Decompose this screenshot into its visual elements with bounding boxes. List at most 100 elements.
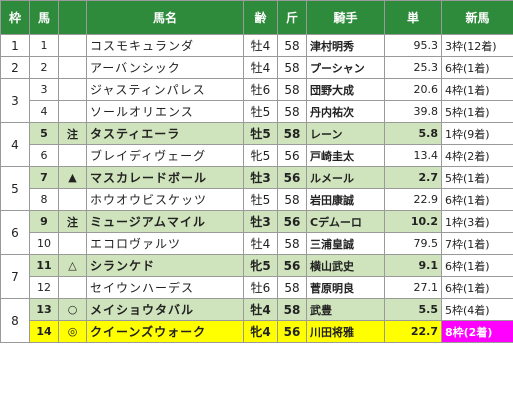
horse-name: ホウオウビスケッツ bbox=[86, 188, 244, 211]
win-odds: 25.3 bbox=[384, 56, 442, 79]
header-jockey: 騎手 bbox=[306, 0, 385, 35]
jockey-name: 団野大成 bbox=[306, 78, 385, 101]
debut-result: 8枠(2着) bbox=[441, 320, 513, 343]
weight-kinryo: 58 bbox=[277, 56, 307, 79]
sex-age: 牡6 bbox=[243, 276, 278, 299]
horse-row: 7 11 △ シランケド 牝5 56 横山武史 9.1 6枠(1着) bbox=[0, 254, 513, 299]
horse-row: 1 1 コスモキュランダ 牡4 58 津村明秀 95.3 3枠(12着) bbox=[0, 34, 513, 57]
horse-number: 1 bbox=[29, 34, 59, 57]
weight-kinryo: 58 bbox=[277, 100, 307, 123]
debut-result: 3枠(12着) bbox=[441, 34, 513, 57]
debut-result: 6枠(1着) bbox=[441, 188, 513, 211]
jockey-name: 菅原明良 bbox=[306, 276, 385, 299]
debut-result: 5枠(4着) bbox=[441, 298, 513, 321]
horse-row: 8 ホウオウビスケッツ 牡5 58 岩田康誠 22.9 6枠(1着) bbox=[1, 188, 513, 211]
sex-age: 牡6 bbox=[243, 78, 278, 101]
horse-number: 6 bbox=[29, 144, 59, 167]
sex-age: 牡4 bbox=[243, 34, 278, 57]
weight-kinryo: 56 bbox=[277, 144, 307, 167]
header-mark bbox=[58, 0, 87, 35]
win-odds: 79.5 bbox=[384, 232, 442, 255]
jockey-name: 川田将雅 bbox=[306, 320, 385, 343]
horse-name: マスカレードボール bbox=[86, 166, 244, 189]
win-odds: 13.4 bbox=[384, 144, 442, 167]
header-umaban: 馬 bbox=[29, 0, 59, 35]
weight-kinryo: 56 bbox=[277, 210, 307, 233]
horse-number: 8 bbox=[29, 188, 59, 211]
jockey-name: Cデムーロ bbox=[306, 210, 385, 233]
debut-result: 7枠(1着) bbox=[441, 232, 513, 255]
debut-result: 1枠(9着) bbox=[441, 122, 513, 145]
waku-cell: 6 bbox=[0, 210, 30, 255]
debut-result: 5枠(1着) bbox=[441, 100, 513, 123]
sex-age: 牡4 bbox=[243, 56, 278, 79]
prediction-mark bbox=[58, 232, 87, 255]
horse-number: 10 bbox=[29, 232, 59, 255]
header-age: 齢 bbox=[243, 0, 278, 35]
waku-cell: 1 bbox=[0, 34, 30, 57]
win-odds: 5.8 bbox=[384, 122, 442, 145]
sex-age: 牝5 bbox=[243, 254, 278, 277]
sex-age: 牡3 bbox=[243, 166, 278, 189]
horse-name: コスモキュランダ bbox=[86, 34, 244, 57]
horse-name: アーバンシック bbox=[86, 56, 244, 79]
jockey-name: 三浦皇誠 bbox=[306, 232, 385, 255]
header-shinba: 新馬 bbox=[441, 0, 513, 35]
horse-row: 14 ◎ クイーンズウォーク 牝4 56 川田将雅 22.7 8枠(2着) bbox=[1, 320, 513, 343]
weight-kinryo: 58 bbox=[277, 276, 307, 299]
horse-name: シランケド bbox=[86, 254, 244, 277]
weight-kinryo: 58 bbox=[277, 122, 307, 145]
header-row: 枠 馬 馬名 齢 斤 騎手 単 新馬 bbox=[0, 0, 513, 35]
win-odds: 95.3 bbox=[384, 34, 442, 57]
horse-number: 14 bbox=[29, 320, 59, 343]
jockey-name: 丹内祐次 bbox=[306, 100, 385, 123]
debut-result: 4枠(2着) bbox=[441, 144, 513, 167]
waku-cell: 2 bbox=[0, 56, 30, 79]
horse-name: ミュージアムマイル bbox=[86, 210, 244, 233]
horse-number: 9 bbox=[29, 210, 59, 233]
jockey-name: ルメール bbox=[306, 166, 385, 189]
sex-age: 牡4 bbox=[243, 298, 278, 321]
prediction-mark: △ bbox=[58, 254, 87, 277]
waku-cell: 3 bbox=[0, 78, 30, 123]
jockey-name: 戸崎圭太 bbox=[306, 144, 385, 167]
sex-age: 牝4 bbox=[243, 320, 278, 343]
horse-row: 4 5 注タスティエーラ 牡5 58 レーン 5.8 1枠(9着) bbox=[0, 122, 513, 167]
win-odds: 22.7 bbox=[384, 320, 442, 343]
prediction-mark bbox=[58, 188, 87, 211]
jockey-name: 岩田康誠 bbox=[306, 188, 385, 211]
horse-name: エコロヴァルツ bbox=[86, 232, 244, 255]
horse-row: 4 ソールオリエンス 牡5 58 丹内祐次 39.8 5枠(1着) bbox=[1, 100, 513, 123]
horse-number: 11 bbox=[29, 254, 59, 277]
win-odds: 10.2 bbox=[384, 210, 442, 233]
debut-result: 4枠(1着) bbox=[441, 78, 513, 101]
win-odds: 2.7 bbox=[384, 166, 442, 189]
jockey-name: レーン bbox=[306, 122, 385, 145]
prediction-mark: 注 bbox=[58, 210, 87, 233]
debut-result: 6枠(1着) bbox=[441, 276, 513, 299]
header-kinryo: 斤 bbox=[277, 0, 307, 35]
weight-kinryo: 58 bbox=[277, 78, 307, 101]
prediction-mark: 注 bbox=[58, 122, 87, 145]
sex-age: 牡4 bbox=[243, 232, 278, 255]
horse-row: 2 2 アーバンシック 牡4 58 プーシャン 25.3 6枠(1着) bbox=[0, 56, 513, 79]
win-odds: 5.5 bbox=[384, 298, 442, 321]
weight-kinryo: 58 bbox=[277, 232, 307, 255]
win-odds: 9.1 bbox=[384, 254, 442, 277]
horse-row: 5 7 ▲ マスカレードボール 牡3 56 ルメール 2.7 5枠(1着) bbox=[0, 166, 513, 211]
horse-row: 10 エコロヴァルツ 牡4 58 三浦皇誠 79.5 7枠(1着) bbox=[1, 232, 513, 255]
horse-name: セイウンハーデス bbox=[86, 276, 244, 299]
sex-age: 牡5 bbox=[243, 100, 278, 123]
waku-cell: 7 bbox=[0, 254, 30, 299]
prediction-mark: ▲ bbox=[58, 166, 87, 189]
prediction-mark bbox=[58, 100, 87, 123]
horse-name: クイーンズウォーク bbox=[86, 320, 244, 343]
horse-row: 6 ブレイディヴェーグ 牝5 56 戸崎圭太 13.4 4枠(2着) bbox=[1, 144, 513, 167]
debut-result: 6枠(1着) bbox=[441, 56, 513, 79]
weight-kinryo: 56 bbox=[277, 166, 307, 189]
sex-age: 牡5 bbox=[243, 188, 278, 211]
weight-kinryo: 58 bbox=[277, 34, 307, 57]
horse-row: 6 9 注ミュージアムマイル 牡3 56 Cデムーロ 10.2 1枠(3着) bbox=[0, 210, 513, 255]
horse-number: 12 bbox=[29, 276, 59, 299]
horse-row: 12 セイウンハーデス 牡6 58 菅原明良 27.1 6枠(1着) bbox=[1, 276, 513, 299]
